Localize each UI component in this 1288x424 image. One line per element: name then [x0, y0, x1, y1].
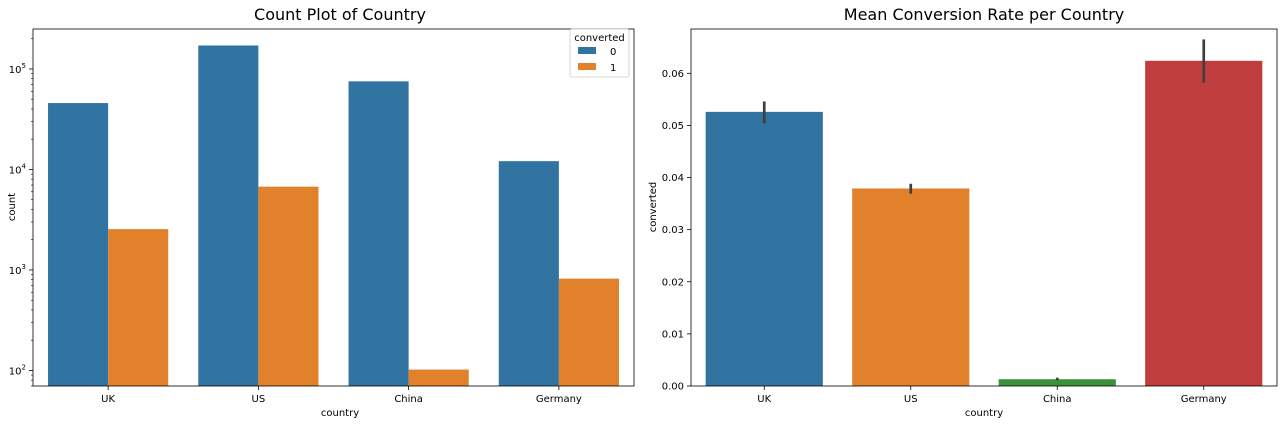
xtick-label-uk: UK	[757, 394, 771, 405]
xtick-label-germany: Germany	[536, 394, 582, 405]
count-bar-us-0	[198, 45, 259, 386]
mean-bar-us	[852, 188, 970, 386]
ytick-label: 104	[9, 162, 27, 176]
chart2-ylabel: converted	[648, 182, 659, 233]
ytick-label: 0.06	[662, 69, 684, 80]
ytick-label: 0.04	[662, 173, 684, 184]
ytick-label: 103	[9, 263, 26, 277]
legend-swatch-0	[578, 47, 596, 54]
chart2-title: Mean Conversion Rate per Country	[844, 5, 1124, 24]
chart2-error-bars	[762, 39, 1206, 381]
chart2-x-ticks: UK US China Germany	[757, 386, 1227, 405]
legend-label-1: 1	[610, 63, 616, 74]
chart2-xlabel: country	[965, 408, 1003, 419]
count-bar-germany-0	[498, 161, 559, 386]
chart2-axes-frame	[690, 28, 1278, 387]
mean-conversion-chart: Mean Conversion Rate per Country 0.000.0…	[648, 5, 1278, 419]
chart2-bars	[705, 60, 1263, 387]
xtick-label-china: China	[394, 394, 423, 405]
mean-bar-germany	[1145, 60, 1263, 387]
count-plot-chart: Count Plot of Country 102 103 104 105 UK US C…	[7, 5, 635, 419]
chart1-y-ticks: 102 103 104 105	[9, 38, 33, 387]
xtick-label-us: US	[904, 394, 918, 405]
xtick-label-uk: UK	[101, 394, 115, 405]
chart1-x-ticks: UK US China Germany	[101, 386, 582, 405]
count-bar-china-1	[408, 369, 469, 386]
legend-title: converted	[574, 33, 625, 44]
ytick-label: 0.05	[662, 121, 684, 132]
xtick-label-us: US	[252, 394, 266, 405]
ytick-label: 0.00	[662, 382, 684, 393]
mean-bar-china	[998, 379, 1116, 386]
legend-swatch-1	[578, 63, 596, 70]
chart1-title: Count Plot of Country	[254, 5, 426, 24]
xtick-label-china: China	[1043, 394, 1072, 405]
count-bar-uk-1	[108, 229, 169, 386]
count-bar-china-0	[348, 81, 409, 386]
chart1-xlabel: country	[321, 408, 359, 419]
mean-bar-uk	[705, 111, 823, 386]
legend-label-0: 0	[610, 47, 616, 58]
xtick-label-germany: Germany	[1181, 394, 1227, 405]
ytick-label: 0.02	[662, 277, 684, 288]
ytick-label: 0.01	[662, 329, 684, 340]
ytick-label: 0.03	[662, 225, 684, 236]
chart1-axes-frame	[32, 28, 635, 387]
chart1-legend: converted 0 1	[569, 28, 630, 78]
count-bar-us-1	[258, 186, 319, 386]
chart2-y-ticks: 0.00 0.01 0.02 0.03 0.04 0.05 0.06	[662, 69, 691, 393]
chart1-bars	[48, 45, 619, 386]
chart1-ylabel: count	[7, 193, 18, 221]
count-bar-uk-0	[48, 103, 109, 386]
ytick-label: 102	[9, 363, 26, 377]
ytick-label: 105	[9, 62, 26, 76]
count-bar-germany-1	[558, 278, 619, 386]
